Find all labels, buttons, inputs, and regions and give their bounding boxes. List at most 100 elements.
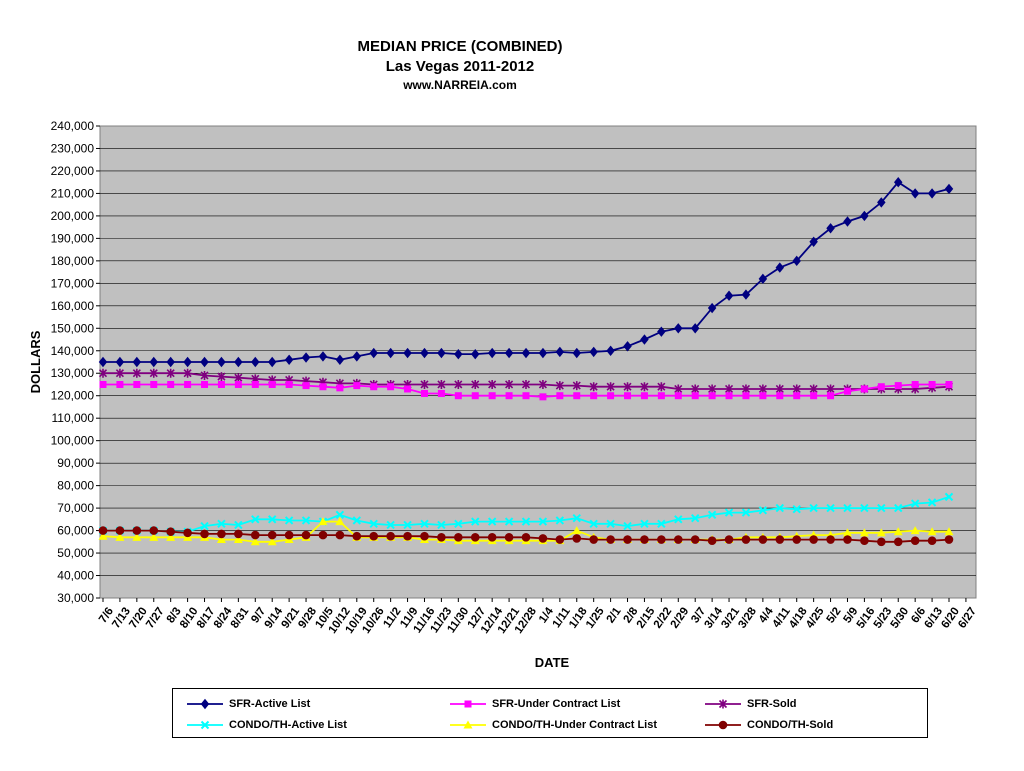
data-point [860,210,869,222]
data-point [927,536,937,545]
legend-label: SFR-Sold [747,698,797,710]
data-point [183,356,192,368]
data-point [927,188,937,199]
data-point [217,380,225,388]
legend-swatch [450,700,486,708]
data-point [876,528,886,537]
data-point [775,503,785,513]
data-point [860,385,868,393]
data-point [556,392,564,400]
data-point [944,183,954,195]
data-point [657,392,665,400]
x-tick-label: 5/2 [825,605,844,625]
y-tick-label: 140,000 [51,344,95,358]
legend-label: CONDO/TH-Under Contract List [492,719,657,731]
data-point [826,384,835,394]
x-tick-label: 4/25 [804,605,827,631]
x-tick-label: 6/27 [956,605,979,630]
data-point [910,526,920,535]
data-point [216,535,226,544]
data-point [167,380,175,388]
y-tick-label: 90,000 [57,456,94,470]
data-point [640,535,649,544]
data-point [877,537,886,547]
data-point [370,383,378,391]
data-point [910,536,920,545]
data-point [403,520,412,530]
legend-swatch [187,698,223,710]
data-point [724,508,734,517]
data-point [521,379,531,389]
data-point [589,346,598,358]
data-point [183,528,192,538]
chart-title: MEDIAN PRICE (COMBINED) [357,38,563,55]
y-axis-label: DOLLARS [28,330,43,393]
data-point [150,380,158,388]
data-point [572,526,582,535]
data-point [116,380,124,388]
data-point [911,380,919,388]
data-point [404,385,412,393]
data-point [724,535,734,544]
data-point [420,531,429,541]
data-point [894,382,902,390]
data-point [742,392,750,400]
data-point [98,526,108,535]
y-tick-label: 70,000 [57,501,94,515]
y-tick-label: 80,000 [57,479,94,493]
y-tick-label: 210,000 [51,186,95,200]
data-point [827,392,835,400]
data-point [792,505,801,514]
data-point [521,533,531,542]
y-tick-label: 220,000 [51,164,95,178]
data-point [217,372,226,382]
legend-swatch [187,720,223,730]
data-point [826,535,835,544]
data-point [758,273,768,285]
x-tick-label: 8/17 [195,605,218,630]
data-point [166,356,175,368]
data-point [200,370,209,380]
data-point [115,368,124,378]
data-point [521,347,531,359]
legend-item: CONDO/TH-Sold [703,716,833,734]
data-point [624,392,632,400]
data-point [691,384,700,394]
data-point [302,382,310,390]
data-point [149,526,159,535]
data-point [353,382,361,390]
data-point [251,380,259,388]
x-tick-label: 8/10 [178,605,201,630]
data-point [250,530,260,540]
data-point [538,379,547,389]
data-point [759,392,767,400]
data-point [200,529,209,539]
data-point [707,510,717,520]
legend-swatch [705,699,741,709]
data-point [741,508,751,517]
data-point [758,384,767,394]
data-point [98,356,108,368]
data-point [945,380,953,388]
data-point [573,392,581,400]
data-point [115,356,125,368]
data-point [234,356,243,368]
data-point [234,520,243,530]
x-tick-label: 6/13 [922,605,945,630]
data-point [741,535,751,544]
data-point [860,503,869,513]
data-point [893,527,903,536]
data-point [589,382,598,392]
data-point [233,535,243,544]
data-point [792,255,801,267]
data-point [776,392,784,400]
data-point [640,519,649,529]
data-point [826,503,835,513]
data-point [352,351,362,362]
data-point [809,535,818,544]
data-point [775,262,785,273]
series-sfr-under-contract-list [99,380,953,401]
data-point [318,530,328,540]
data-point [267,356,277,368]
data-point [251,515,260,524]
